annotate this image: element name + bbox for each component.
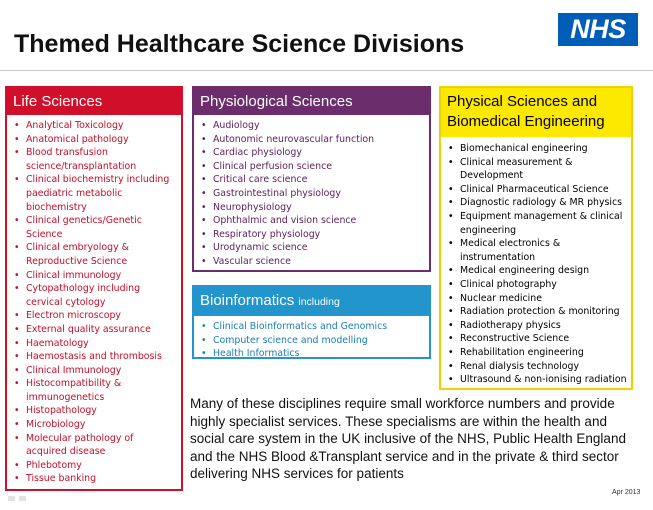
divider — [0, 70, 653, 71]
physical-sciences-list: Biomechanical engineeringClinical measur… — [441, 137, 631, 387]
list-item: Ultrasound & non-ionising radiation — [446, 373, 627, 387]
physical-sciences-heading-line2: Biomedical Engineering — [447, 113, 605, 130]
list-item: Clinical photography — [446, 278, 627, 292]
description-paragraph: Many of these disciplines require small … — [190, 396, 626, 481]
list-item: Urodynamic science — [199, 241, 425, 255]
list-item: Phlebotomy — [12, 459, 177, 473]
list-item: Clinical measurement & Development — [446, 156, 627, 183]
list-item: Clinical genetics/Genetic Science — [12, 214, 177, 241]
list-item: Histopathology — [12, 404, 177, 418]
list-item: Molecular pathology of acquired disease — [12, 432, 177, 459]
physical-sciences-heading-line1: Physical Sciences and — [447, 93, 598, 110]
list-item: Medical electronics & instrumentation — [446, 237, 627, 264]
list-item: Haematology — [12, 337, 177, 351]
slide-nav-marks — [8, 496, 26, 501]
nav-mark — [19, 496, 26, 501]
nav-mark — [8, 496, 15, 501]
list-item: Histocompatibility & immunogenetics — [12, 377, 177, 404]
list-item: Neurophysiology — [199, 201, 425, 215]
life-sciences-heading: Life Sciences — [7, 88, 181, 115]
list-item: Critical care science — [199, 173, 425, 187]
life-sciences-box: Life Sciences Analytical ToxicologyAnato… — [5, 86, 183, 491]
bioinformatics-box: Bioinformatics including Clinical Bioinf… — [192, 285, 431, 361]
list-item: Electron microscopy — [12, 309, 177, 323]
list-item: External quality assurance — [12, 323, 177, 337]
physical-sciences-box: Physical Sciences and Biomedical Enginee… — [439, 86, 633, 390]
list-item: Health Informatics — [199, 347, 425, 361]
list-item: Clinical immunology — [12, 269, 177, 283]
list-item: Clinical Pharmaceutical Science — [446, 183, 627, 197]
physiological-sciences-box: Physiological Sciences AudiologyAutonomi… — [192, 86, 431, 272]
physiological-sciences-list: AudiologyAutonomic neurovascular functio… — [194, 115, 429, 269]
date-label: Apr 2013 — [612, 489, 641, 496]
list-item: Rehabilitation engineering — [446, 346, 627, 360]
nhs-logo: NHS — [558, 13, 638, 46]
list-item: Audiology — [199, 119, 425, 133]
bioinformatics-heading: Bioinformatics including — [194, 287, 429, 316]
bioinformatics-list: Clinical Bioinformatics and GenomicsComp… — [194, 316, 429, 361]
list-item: Vascular science — [199, 255, 425, 269]
list-item: Reconstructive Science — [446, 332, 627, 346]
list-item: Analytical Toxicology — [12, 119, 177, 133]
list-item: Tissue banking — [12, 472, 177, 486]
list-item: Gastrointestinal physiology — [199, 187, 425, 201]
list-item: Clinical embryology & Reproductive Scien… — [12, 241, 177, 268]
list-item: Clinical Bioinformatics and Genomics — [199, 320, 425, 334]
page-title: Themed Healthcare Science Divisions — [14, 30, 465, 58]
list-item: Medical engineering design — [446, 264, 627, 278]
list-item: Microbiology — [12, 418, 177, 432]
list-item: Diagnostic radiology & MR physics — [446, 196, 627, 210]
list-item: Cytopathology including cervical cytolog… — [12, 282, 177, 309]
list-item: Autonomic neurovascular function — [199, 133, 425, 147]
list-item: Clinical Immunology — [12, 364, 177, 378]
list-item: Computer science and modelling — [199, 334, 425, 348]
list-item: Equipment management & clinical engineer… — [446, 210, 627, 237]
bioinformatics-heading-label: Bioinformatics — [200, 292, 295, 309]
physiological-sciences-heading: Physiological Sciences — [194, 88, 429, 115]
list-item: Anatomical pathology — [12, 133, 177, 147]
list-item: Renal dialysis technology — [446, 360, 627, 374]
list-item: Nuclear medicine — [446, 292, 627, 306]
list-item: Blood transfusion science/transplantatio… — [12, 146, 177, 173]
life-sciences-list: Analytical ToxicologyAnatomical patholog… — [7, 115, 181, 486]
list-item: Respiratory physiology — [199, 228, 425, 242]
list-item: Biomechanical engineering — [446, 142, 627, 156]
list-item: Clinical biochemistry including paediatr… — [12, 173, 177, 214]
list-item: Cardiac physiology — [199, 146, 425, 160]
list-item: Ophthalmic and vision science — [199, 214, 425, 228]
list-item: Clinical perfusion science — [199, 160, 425, 174]
list-item: Radiation protection & monitoring — [446, 305, 627, 319]
bioinformatics-heading-suffix: including — [298, 296, 340, 308]
list-item: Haemostasis and thrombosis — [12, 350, 177, 364]
list-item: Radiotherapy physics — [446, 319, 627, 333]
physical-sciences-heading: Physical Sciences and Biomedical Enginee… — [441, 88, 631, 137]
